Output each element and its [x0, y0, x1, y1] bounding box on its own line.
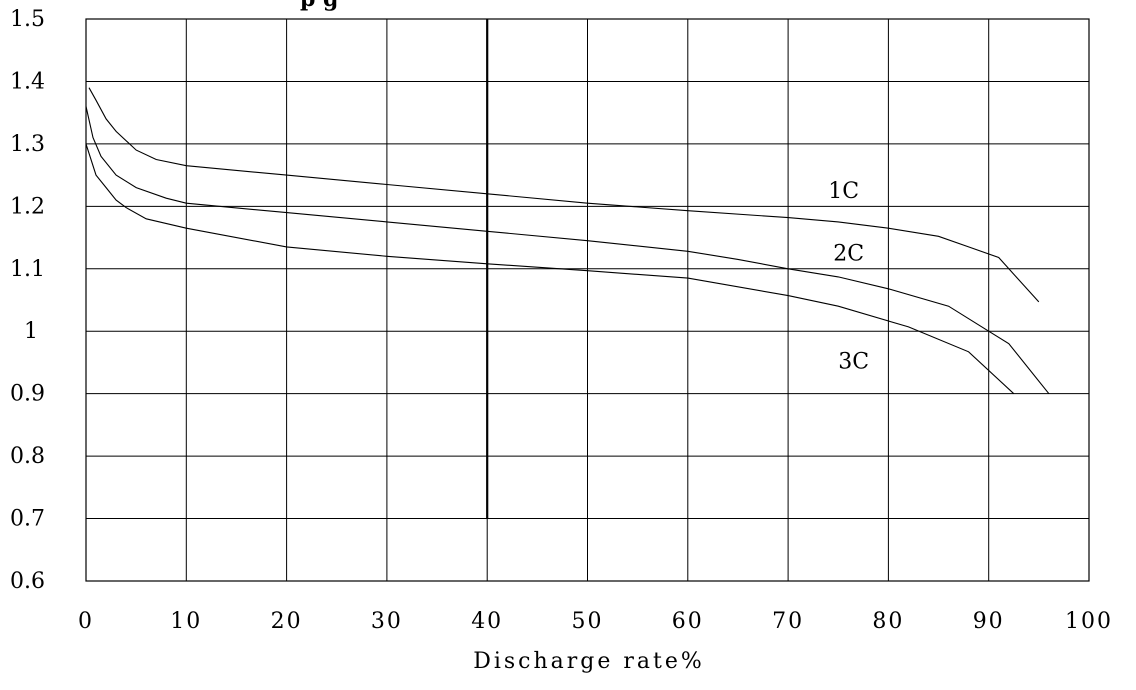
series-lines — [85, 87, 1050, 395]
y-tick-label: 1.1 — [10, 257, 45, 282]
y-tick-label: 1 — [24, 319, 38, 344]
x-tick-label: 60 — [672, 609, 704, 634]
y-tick-label: 0.9 — [10, 382, 45, 407]
x-tick-label: 90 — [973, 609, 1005, 634]
x-axis-ticks: 0 10 20 30 40 50 60 70 80 90 100 — [78, 609, 1113, 634]
y-tick-label: 1.3 — [10, 132, 45, 157]
y-tick-label: 1.4 — [10, 69, 45, 94]
y-tick-label: 0.6 — [10, 569, 45, 594]
x-tick-label: 30 — [371, 609, 403, 634]
series-line-3c — [85, 143, 1015, 395]
series-label-2c: 2C — [833, 242, 864, 267]
x-tick-label: 100 — [1065, 609, 1113, 634]
x-tick-label: 0 — [78, 609, 94, 634]
y-tick-label: 1.5 — [10, 7, 45, 32]
y-tick-label: 0.8 — [10, 444, 45, 469]
x-tick-label: 20 — [271, 609, 303, 634]
series-label-1c: 1C — [828, 179, 859, 204]
series-label-3c: 3C — [838, 350, 869, 375]
x-tick-label: 10 — [170, 609, 202, 634]
x-axis-title: Discharge rate% — [473, 649, 705, 674]
x-tick-label: 70 — [772, 609, 804, 634]
grid — [85, 18, 1090, 582]
series-line-1c — [88, 87, 1040, 303]
series-labels: 1C 2C 3C — [828, 179, 869, 374]
x-tick-label: 50 — [572, 609, 604, 634]
y-axis-ticks: 0.6 0.7 0.8 0.9 1 1.1 1.2 1.3 1.4 1.5 — [10, 7, 45, 594]
y-tick-label: 1.2 — [10, 194, 45, 219]
y-tick-label: 0.7 — [10, 507, 45, 532]
plot-frame — [85, 18, 1090, 582]
x-tick-label: 40 — [471, 609, 503, 634]
top-fragment-text: p g — [300, 0, 338, 12]
x-tick-label: 80 — [872, 609, 904, 634]
series-line-2c — [85, 106, 1050, 395]
